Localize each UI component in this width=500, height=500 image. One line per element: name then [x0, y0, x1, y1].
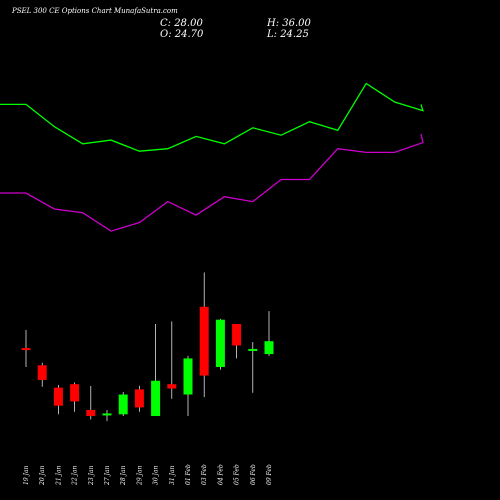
- open-readout: O: 24.70: [160, 29, 204, 40]
- x-tick-labels: 19 Jan 20 Jan 21 Jan 22 Jan 23 Jan 27 Jan 28 J…: [23, 464, 273, 486]
- x-tick-label: 09 Feb: [266, 464, 273, 485]
- x-tick-label: 31 Jan: [169, 465, 176, 485]
- close-readout: C: 28.00: [160, 18, 203, 29]
- x-tick-label: 19 Jan: [23, 465, 30, 485]
- high-readout: H: 36.00: [266, 18, 312, 29]
- candle-body: [21, 348, 31, 351]
- low-readout: L: 24.25: [266, 29, 309, 40]
- x-tick-label: 28 Jan: [120, 465, 127, 486]
- candle-body: [37, 365, 47, 380]
- x-tick-label: 06 Feb: [250, 464, 257, 485]
- x-tick-label: 01 Feb: [185, 464, 192, 485]
- candle-body: [86, 410, 96, 417]
- candle-body: [53, 387, 63, 406]
- candle-body: [134, 389, 144, 408]
- candle-body: [183, 358, 193, 395]
- candle-body: [102, 413, 112, 416]
- x-tick-label: 05 Feb: [234, 464, 241, 485]
- candle-body: [118, 394, 128, 415]
- candle-body: [264, 341, 274, 355]
- lower-band-line: [0, 133, 424, 232]
- candle-body: [199, 306, 209, 376]
- x-tick-label: 27 Jan: [104, 465, 111, 486]
- candle-body: [70, 384, 80, 402]
- x-tick-label: 21 Jan: [55, 465, 62, 486]
- candle-body: [215, 319, 225, 367]
- candle-body: [151, 380, 161, 417]
- chart-title: PSEL 300 CE Options Chart MunafaSutra.co…: [11, 7, 178, 15]
- x-tick-label: 30 Jan: [153, 465, 160, 485]
- x-tick-label: 04 Feb: [217, 464, 224, 485]
- candles-group: [21, 272, 274, 422]
- x-tick-label: 03 Feb: [201, 464, 208, 485]
- candle-body: [248, 348, 258, 351]
- x-tick-label: 22 Jan: [72, 465, 79, 486]
- x-tick-label: 20 Jan: [39, 465, 46, 486]
- upper-band-line: [0, 82, 424, 152]
- x-tick-label: 23 Jan: [88, 465, 95, 486]
- x-tick-label: 29 Jan: [136, 465, 143, 486]
- candle-body: [232, 324, 242, 346]
- candle-body: [167, 384, 177, 389]
